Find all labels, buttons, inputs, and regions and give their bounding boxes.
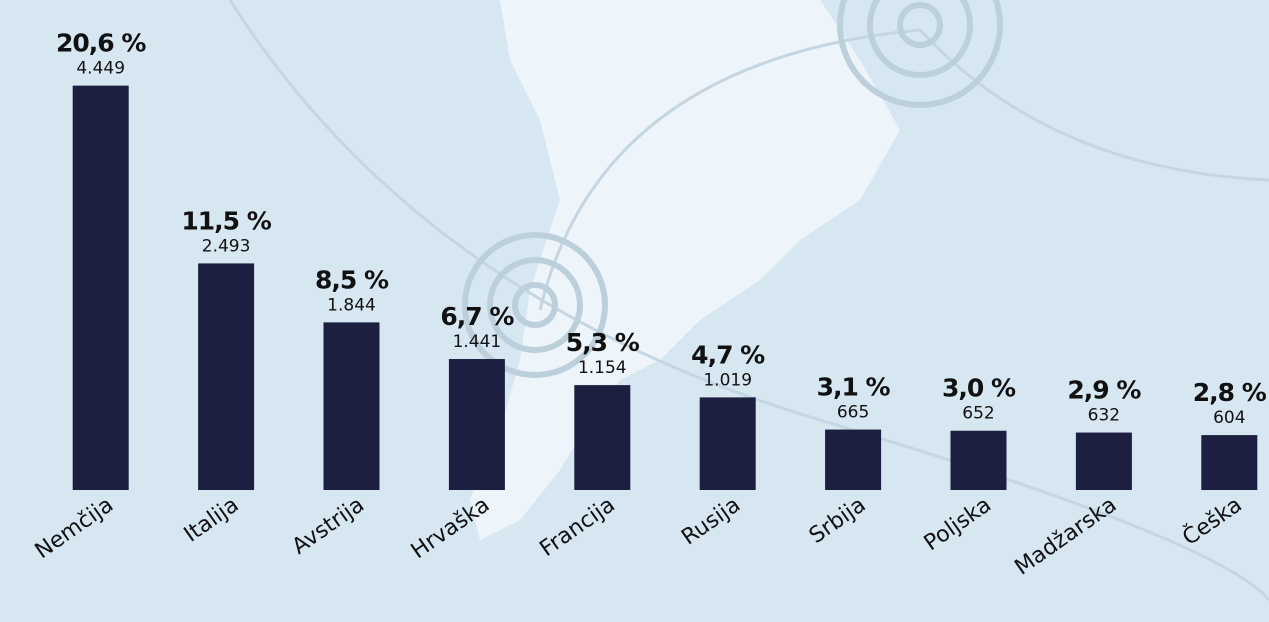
share-label: 6,7 % — [440, 302, 514, 331]
value-label: 1.019 — [703, 370, 752, 390]
value-label: 1.154 — [578, 358, 627, 378]
arc — [228, 0, 1269, 601]
value-label: 1.441 — [453, 332, 502, 352]
value-label: 1.844 — [327, 295, 376, 315]
bar — [574, 385, 631, 490]
bar — [950, 430, 1007, 490]
bar — [825, 429, 882, 490]
bar — [323, 322, 380, 490]
value-label: 632 — [1088, 406, 1120, 426]
share-label: 4,7 % — [691, 340, 765, 369]
bar — [198, 263, 255, 490]
value-label: 652 — [962, 404, 994, 424]
arc — [918, 28, 1269, 182]
bar — [1201, 435, 1258, 490]
bar — [699, 397, 756, 490]
value-label: 604 — [1213, 408, 1245, 428]
share-label: 3,0 % — [942, 374, 1016, 403]
share-label: 2,8 % — [1193, 378, 1267, 407]
value-label: 665 — [837, 403, 869, 423]
share-label: 2,9 % — [1067, 376, 1141, 405]
target-rings — [462, 0, 1003, 378]
share-label: 11,5 % — [181, 206, 271, 235]
share-label: 3,1 % — [817, 373, 891, 402]
share-label: 5,3 % — [566, 328, 640, 357]
value-label: 4.449 — [76, 59, 125, 79]
arc — [538, 28, 921, 311]
share-label: 20,6 % — [56, 29, 146, 58]
value-label: 2.493 — [202, 236, 251, 256]
bar — [448, 359, 505, 490]
bar — [72, 85, 129, 491]
bar — [1075, 432, 1132, 490]
share-label: 8,5 % — [315, 265, 389, 294]
